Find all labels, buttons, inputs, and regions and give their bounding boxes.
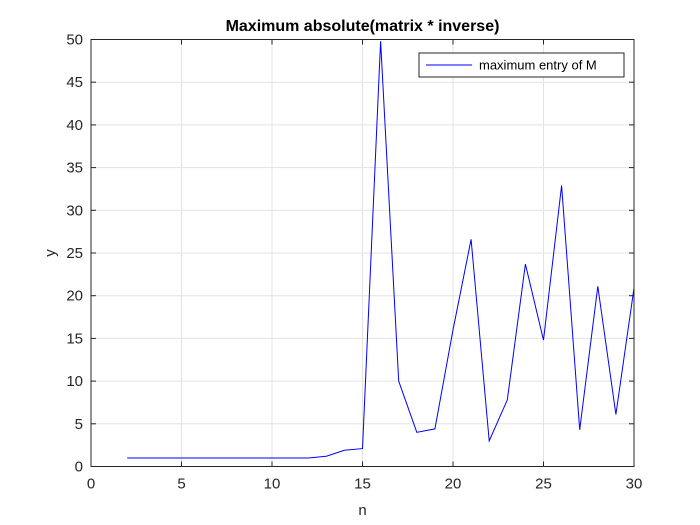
y-tick-label: 40: [66, 117, 83, 134]
y-tick-label: 15: [66, 330, 83, 347]
axis-ticks: 0 5 10 15 20 25 30 0 5 10 15 20 25 30 35 40 45 50: [66, 32, 642, 493]
x-tick-label: 5: [177, 476, 185, 493]
x-tick-label: 20: [445, 476, 462, 493]
legend-label: maximum entry of M: [479, 58, 597, 73]
x-axis-label: n: [358, 502, 366, 519]
y-tick-label: 50: [66, 32, 83, 49]
legend: maximum entry of M: [418, 52, 625, 78]
y-tick-label: 20: [66, 288, 83, 305]
grid: [91, 39, 634, 467]
series-line: [127, 41, 635, 459]
y-tick-label: 35: [66, 160, 83, 177]
y-axis-label: y: [42, 249, 59, 257]
y-tick-label: 5: [75, 416, 83, 433]
x-tick-label: 25: [535, 476, 552, 493]
y-tick-label: 25: [66, 245, 83, 262]
x-tick-label: 15: [354, 476, 371, 493]
chart-title: Maximum absolute(matrix * inverse): [226, 18, 500, 35]
y-tick-label: 45: [66, 74, 83, 91]
x-tick-label: 0: [87, 476, 95, 493]
x-tick-label: 10: [264, 476, 281, 493]
series-layer: [127, 41, 635, 459]
y-tick-label: 0: [75, 459, 83, 476]
y-tick-label: 10: [66, 373, 83, 390]
y-tick-label: 30: [66, 202, 83, 219]
x-tick-label: 30: [626, 476, 643, 493]
